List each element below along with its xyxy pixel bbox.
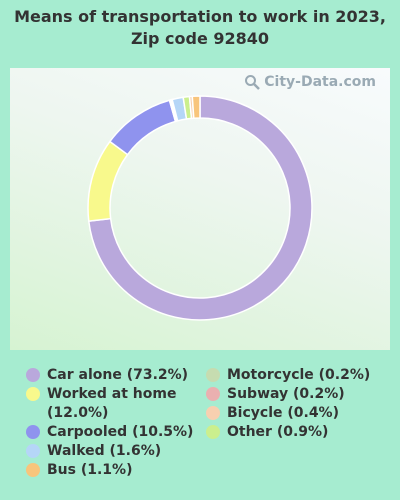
legend-swatch <box>26 425 40 439</box>
legend-label: Worked at home (12.0%) <box>47 386 177 421</box>
legend-item: Car alone (73.2%) <box>26 366 197 385</box>
magnifier-icon <box>244 74 261 90</box>
legend-column-1: Car alone (73.2%) Worked at home (12.0%) C… <box>26 366 197 480</box>
legend-swatch <box>26 463 40 477</box>
chart-title: Means of transportation to work in 2023,… <box>14 7 386 48</box>
legend-swatch <box>206 387 220 401</box>
legend-item: Carpooled (10.5%) <box>26 423 197 442</box>
legend-label: Bus (1.1%) <box>47 462 133 478</box>
donut-slice-2 <box>108 99 177 156</box>
legend-label: Carpooled (10.5%) <box>47 424 194 440</box>
legend-swatch <box>206 368 220 382</box>
legend-label: Walked (1.6%) <box>47 443 162 459</box>
donut-slice-1 <box>87 140 129 222</box>
legend-label: Motorcycle (0.2%) <box>227 367 371 383</box>
legend-swatch <box>26 368 40 382</box>
legend-item: Subway (0.2%) <box>206 385 370 404</box>
legend-column-2: Motorcycle (0.2%) Subway (0.2%) Bicycle (0… <box>206 366 370 442</box>
legend-item: Motorcycle (0.2%) <box>206 366 370 385</box>
legend-label: Other (0.9%) <box>227 424 329 440</box>
legend-swatch <box>206 406 220 420</box>
legend-item: Bus (1.1%) <box>26 461 197 480</box>
watermark-text: City-Data.com <box>264 74 376 90</box>
donut-slice-8 <box>191 95 201 120</box>
legend-label: Bicycle (0.4%) <box>227 405 339 421</box>
legend-swatch <box>26 444 40 458</box>
legend-swatch <box>206 425 220 439</box>
legend-item: Other (0.9%) <box>206 423 370 442</box>
legend-item: Worked at home (12.0%) <box>26 385 197 423</box>
legend-item: Walked (1.6%) <box>26 442 197 461</box>
legend-label: Car alone (73.2%) <box>47 367 189 383</box>
legend-swatch <box>26 387 40 401</box>
legend-label: Subway (0.2%) <box>227 386 345 402</box>
legend-item: Bicycle (0.4%) <box>206 404 370 423</box>
donut-slice-0 <box>87 95 313 321</box>
watermark: City-Data.com <box>244 74 376 90</box>
